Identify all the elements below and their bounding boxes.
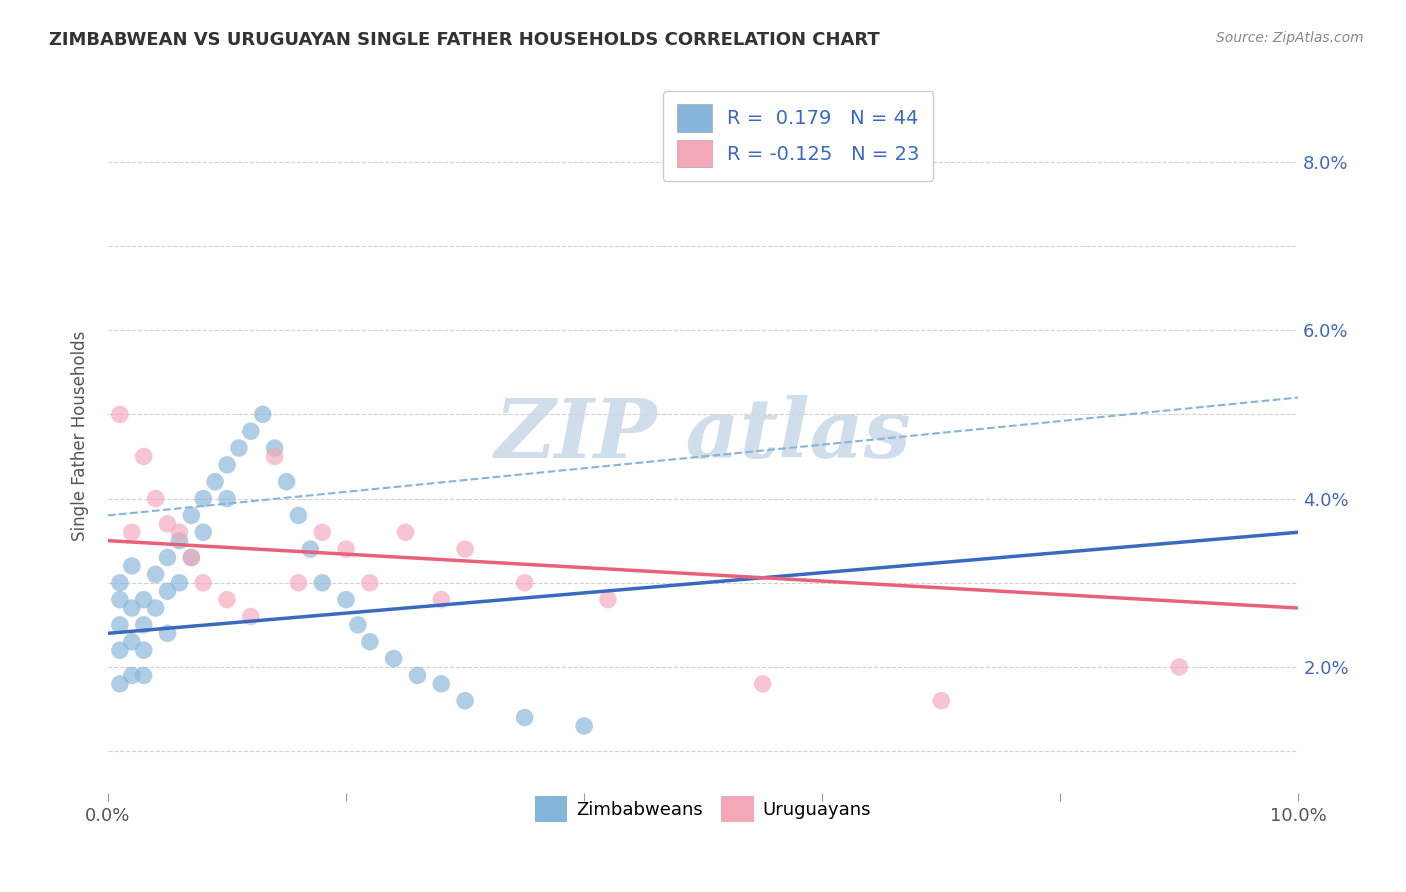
Point bbox=[132, 592, 155, 607]
Point bbox=[156, 626, 179, 640]
Point bbox=[156, 584, 179, 599]
Point bbox=[335, 592, 357, 607]
Point bbox=[169, 575, 191, 590]
Point bbox=[751, 677, 773, 691]
Point bbox=[193, 575, 215, 590]
Point bbox=[121, 525, 143, 540]
Point bbox=[132, 668, 155, 682]
Point bbox=[228, 441, 250, 455]
Point bbox=[239, 424, 262, 438]
Point bbox=[193, 525, 215, 540]
Point bbox=[347, 618, 370, 632]
Point bbox=[169, 533, 191, 548]
Point bbox=[215, 458, 238, 472]
Point bbox=[335, 542, 357, 557]
Point bbox=[145, 601, 167, 615]
Point bbox=[276, 475, 298, 489]
Point bbox=[1168, 660, 1191, 674]
Point bbox=[359, 575, 381, 590]
Point bbox=[108, 575, 131, 590]
Point bbox=[169, 525, 191, 540]
Point bbox=[156, 516, 179, 531]
Point bbox=[204, 475, 226, 489]
Point bbox=[287, 508, 309, 523]
Point bbox=[132, 450, 155, 464]
Point bbox=[180, 508, 202, 523]
Point bbox=[252, 408, 274, 422]
Text: Source: ZipAtlas.com: Source: ZipAtlas.com bbox=[1216, 31, 1364, 45]
Point bbox=[263, 450, 285, 464]
Point bbox=[193, 491, 215, 506]
Point bbox=[513, 575, 536, 590]
Point bbox=[108, 592, 131, 607]
Y-axis label: Single Father Households: Single Father Households bbox=[72, 330, 89, 541]
Point bbox=[572, 719, 595, 733]
Point bbox=[359, 634, 381, 648]
Point bbox=[430, 592, 453, 607]
Point bbox=[311, 575, 333, 590]
Point bbox=[108, 618, 131, 632]
Text: ZIMBABWEAN VS URUGUAYAN SINGLE FATHER HOUSEHOLDS CORRELATION CHART: ZIMBABWEAN VS URUGUAYAN SINGLE FATHER HO… bbox=[49, 31, 880, 49]
Point bbox=[121, 668, 143, 682]
Point bbox=[108, 643, 131, 657]
Point bbox=[108, 677, 131, 691]
Point bbox=[145, 491, 167, 506]
Point bbox=[108, 408, 131, 422]
Legend: Zimbabweans, Uruguayans: Zimbabweans, Uruguayans bbox=[523, 783, 884, 834]
Point bbox=[263, 441, 285, 455]
Point bbox=[382, 651, 405, 665]
Point bbox=[132, 643, 155, 657]
Point bbox=[454, 542, 477, 557]
Point bbox=[287, 575, 309, 590]
Point bbox=[596, 592, 619, 607]
Point bbox=[121, 558, 143, 573]
Point bbox=[311, 525, 333, 540]
Point bbox=[239, 609, 262, 624]
Point bbox=[132, 618, 155, 632]
Point bbox=[145, 567, 167, 582]
Point bbox=[121, 634, 143, 648]
Point bbox=[513, 710, 536, 724]
Point bbox=[406, 668, 429, 682]
Point bbox=[180, 550, 202, 565]
Point bbox=[929, 694, 952, 708]
Point bbox=[156, 550, 179, 565]
Point bbox=[299, 542, 322, 557]
Point bbox=[180, 550, 202, 565]
Point bbox=[454, 694, 477, 708]
Point bbox=[394, 525, 416, 540]
Text: ZIP atlas: ZIP atlas bbox=[495, 395, 911, 475]
Point bbox=[430, 677, 453, 691]
Point bbox=[215, 592, 238, 607]
Point bbox=[121, 601, 143, 615]
Point bbox=[215, 491, 238, 506]
